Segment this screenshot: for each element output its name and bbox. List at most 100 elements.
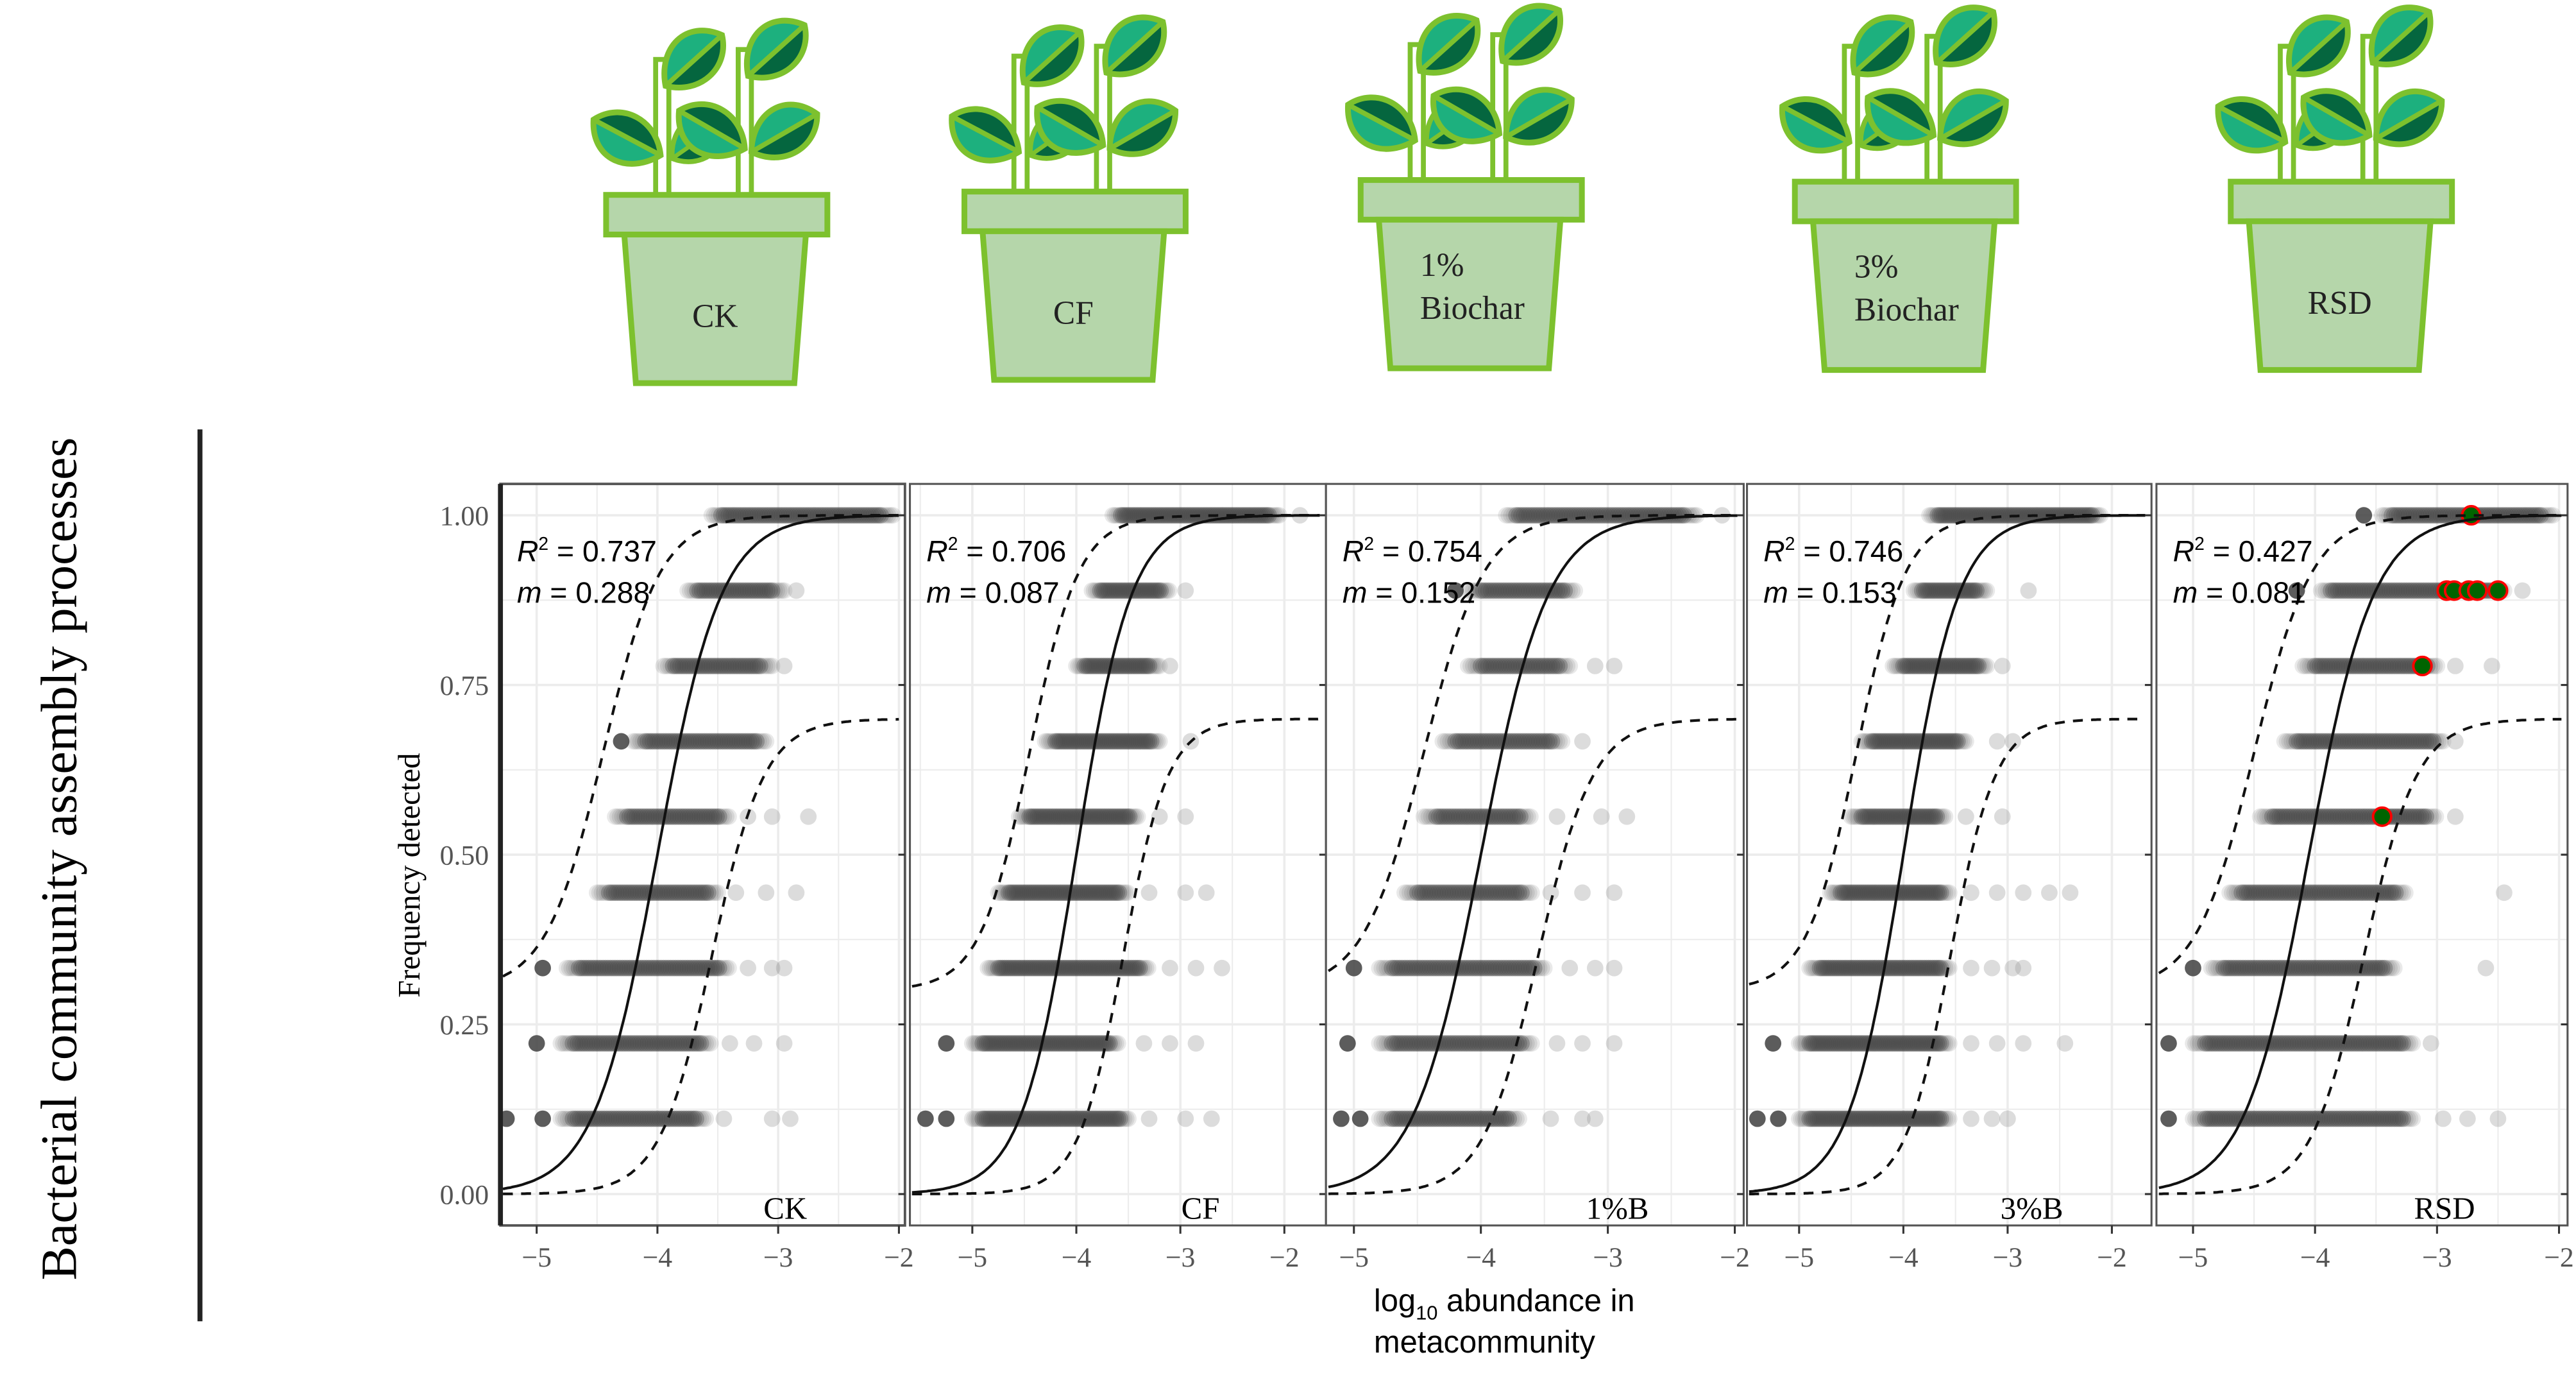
data-point [756,582,774,599]
data-point [1418,808,1435,825]
data-point [1480,1035,1497,1052]
data-point [1500,1110,1518,1127]
data-point [678,1110,695,1127]
data-point [614,959,631,977]
data-point [2354,808,2371,825]
r2-symbol: R [517,534,538,568]
data-point [1002,959,1019,977]
data-point [500,1110,515,1127]
data-point [1409,884,1426,901]
data-point [1916,1110,1933,1127]
data-point [1021,808,1038,825]
data-point [596,1035,613,1052]
data-point [1513,582,1530,599]
data-point [1179,507,1196,524]
data-point [678,733,695,750]
data-point [634,1110,652,1127]
data-point [1955,658,1972,674]
x-tick-label: −5 [2178,1242,2208,1273]
data-point [1013,959,1030,977]
data-point [1868,884,1885,901]
data-point [1068,1110,1085,1127]
data-point [1015,884,1032,901]
data-point [1100,582,1117,599]
data-point [629,1110,647,1127]
data-point [1851,884,1868,901]
data-point [708,959,725,977]
data-point [2351,582,2369,599]
data-point [1893,1110,1910,1127]
data-point [1000,884,1017,901]
data-point [722,658,740,674]
data-point [2017,507,2034,524]
data-point [1137,959,1155,977]
data-point [640,959,657,977]
data-point [2267,1110,2285,1127]
data-point [1140,582,1157,599]
data-point [716,733,734,750]
data-point [1530,733,1548,750]
data-point [1083,808,1101,825]
data-point [1063,1110,1081,1127]
data-point [972,1110,989,1127]
data-point [1836,959,1854,977]
data-point [672,808,689,825]
data-point [1606,1035,1623,1052]
data-point [1913,1035,1931,1052]
data-point [2297,1110,2314,1127]
data-point [1938,1110,1956,1127]
data-point [593,1035,611,1052]
data-point [2000,507,2017,524]
data-point [2428,658,2446,674]
data-point [1056,808,1074,825]
data-point [2372,658,2389,674]
data-point [1482,959,1500,977]
data-point [632,733,649,750]
data-point [1518,733,1535,750]
data-point [1564,582,1581,599]
data-point [2294,1035,2312,1052]
data-point [2391,582,2408,599]
data-point [2223,1110,2241,1127]
data-point [2371,733,2388,750]
data-point [659,884,675,901]
data-point [2385,1035,2402,1052]
data-point [1910,658,1926,674]
data-point [2385,658,2402,674]
data-point [2160,1035,2177,1052]
data-point [1464,1110,1482,1127]
data-point [662,959,679,977]
data-point [2223,959,2239,977]
data-point [1477,582,1495,599]
data-point [1060,808,1078,825]
data-point [1177,507,1194,524]
data-point [1507,808,1524,825]
data-point [2384,582,2400,599]
data-point [1090,808,1106,825]
m-value: = 0.288 [542,576,650,610]
data-point [742,658,759,674]
data-point [636,959,653,977]
side-label: Bacterial community assembly processes [31,438,88,1281]
data-point [1468,808,1486,825]
data-point [720,658,737,674]
data-point [1928,582,1945,599]
data-point [585,959,602,977]
data-point [2277,884,2294,901]
data-point [2248,1110,2265,1127]
pot-label: CK [692,298,738,335]
data-point [2387,1110,2404,1127]
data-point [1926,959,1943,977]
data-point [1104,959,1121,977]
data-point [2282,1110,2299,1127]
data-point [1434,959,1452,977]
data-point [2353,658,2370,674]
data-point [1938,582,1956,599]
data-point [1503,582,1520,599]
data-point [1127,808,1144,825]
data-point [1922,582,1939,599]
data-point [1928,884,1945,901]
data-point [626,808,643,825]
data-point [2262,884,2280,901]
data-point [1487,733,1505,750]
